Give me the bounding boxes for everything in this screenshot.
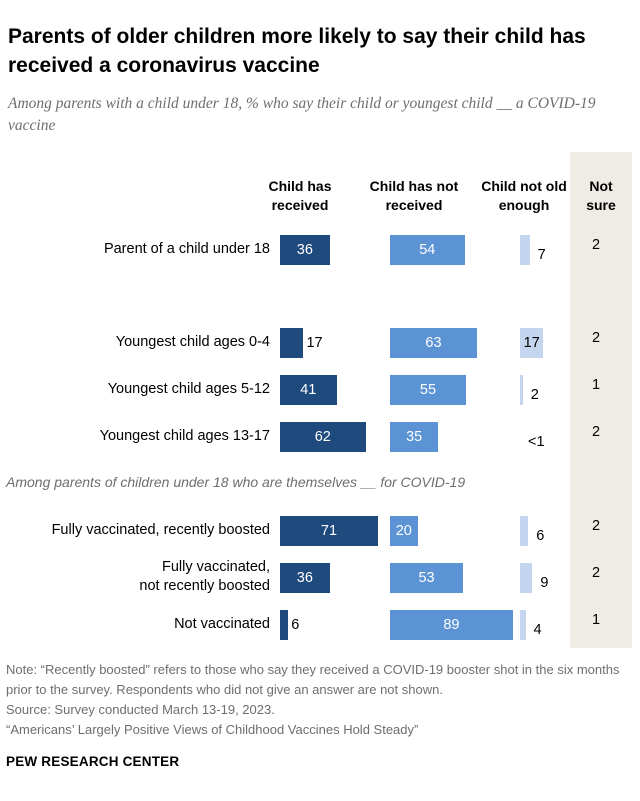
value-not-received: 63	[425, 335, 442, 351]
value-not-sure: 2	[591, 518, 601, 534]
bar-not-old-enough	[520, 610, 526, 640]
value-not-old-enough: <1	[528, 434, 545, 450]
value-not-old-enough: 2	[530, 387, 539, 403]
bar-not-received	[390, 563, 464, 593]
col-header-not-received: Child has not received	[369, 178, 459, 213]
value-received: 6	[291, 617, 300, 633]
value-not-sure: 1	[591, 377, 601, 393]
bar-received	[280, 235, 330, 265]
bar-not-received	[390, 328, 477, 358]
bar-received	[280, 563, 330, 593]
col-header-not-old-enough: Child not old enough	[481, 178, 567, 213]
row-label: Youngest child ages 5-12	[107, 381, 270, 397]
bar-not-old-enough	[520, 563, 533, 593]
value-not-received: 53	[418, 570, 435, 586]
bar-received	[280, 422, 366, 452]
value-not-received: 55	[419, 382, 437, 398]
bar-not-received	[390, 375, 466, 405]
col-header-not-sure: Not sure	[586, 178, 616, 213]
row-label: Youngest child ages 0-4	[115, 334, 270, 350]
bar-not-old-enough	[520, 516, 529, 546]
value-not-old-enough: 9	[540, 575, 549, 591]
bar-not-received	[390, 422, 439, 452]
section-label-vaccination-status: Among parents of children under 18 who a…	[6, 474, 466, 490]
brand-logo-text: PEW RESEARCH CENTER	[6, 754, 180, 769]
value-not-received: 20	[395, 523, 412, 539]
value-not-old-enough: 6	[536, 528, 545, 544]
value-not-old-enough: 7	[537, 247, 546, 263]
value-received: 41	[300, 382, 317, 398]
value-not-received: 35	[406, 429, 423, 445]
value-not-received: 54	[419, 242, 436, 258]
value-received: 71	[320, 523, 338, 539]
chart-title: Parents of older children more likely to…	[8, 25, 586, 77]
bar-not-received	[390, 235, 465, 265]
col-header-received: Child has received	[268, 178, 332, 213]
bar-not-old-enough	[520, 375, 523, 405]
value-received: 17	[306, 335, 323, 351]
value-not-sure: 2	[591, 237, 601, 253]
bar-received	[280, 610, 289, 640]
bar-not-old-enough	[520, 235, 530, 265]
row-label: not recently boosted	[139, 578, 270, 594]
value-not-sure: 2	[591, 565, 601, 581]
not-sure-column-band	[570, 152, 632, 648]
bar-received	[280, 375, 337, 405]
bar-not-old-enough	[520, 328, 544, 358]
row-label: Fully vaccinated, recently boosted	[51, 522, 270, 538]
row-label: Parent of a child under 18	[103, 241, 270, 257]
value-not-old-enough: 17	[523, 335, 540, 351]
report-title-text: “Americans’ Largely Positive Views of Ch…	[6, 722, 419, 737]
value-not-sure: 1	[591, 612, 601, 628]
value-not-sure: 2	[591, 424, 601, 440]
row-label: Not vaccinated	[174, 616, 270, 632]
value-received: 62	[314, 429, 331, 445]
source-text: Source: Survey conducted March 13-19, 20…	[6, 702, 275, 717]
value-not-old-enough: 4	[533, 622, 542, 638]
chart-subtitle: Among parents with a child under 18, % w…	[8, 95, 596, 134]
value-not-received: 89	[443, 617, 460, 633]
value-not-sure: 2	[591, 330, 601, 346]
row-label: Youngest child ages 13-17	[99, 428, 270, 444]
value-received: 36	[296, 570, 313, 586]
bar-received	[280, 328, 304, 358]
row-label: Fully vaccinated,	[162, 559, 270, 575]
note-text: Note: “Recently boosted” refers to those…	[6, 662, 620, 697]
bar-not-received	[390, 610, 513, 640]
value-received: 36	[296, 242, 313, 258]
bar-not-received	[390, 516, 418, 546]
bar-received	[280, 516, 378, 546]
